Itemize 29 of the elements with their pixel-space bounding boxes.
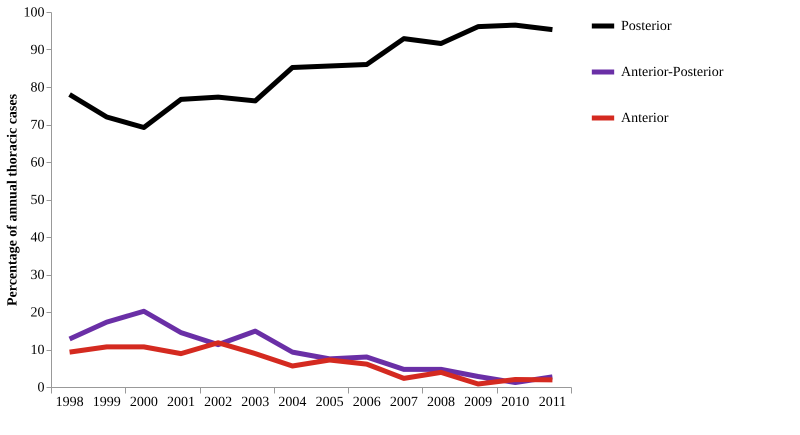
- x-tick-label: 2001: [167, 395, 195, 410]
- x-tick-label: 2007: [390, 395, 418, 410]
- y-tick-label: 70: [30, 118, 44, 133]
- legend-label: Anterior: [621, 111, 669, 126]
- legend-label: Posterior: [621, 19, 672, 34]
- x-tick-label: 2000: [130, 395, 158, 410]
- y-tick-label: 10: [30, 343, 44, 358]
- y-tick-label: 0: [38, 380, 44, 396]
- y-tick-label: 30: [30, 268, 44, 283]
- y-tick-label: 40: [30, 230, 44, 246]
- x-tick-label: 2008: [427, 395, 455, 410]
- x-tick-label: 2009: [464, 395, 492, 410]
- x-tick-label: 2004: [278, 395, 306, 410]
- y-tick-label: 20: [30, 306, 44, 320]
- y-tick-label: 50: [30, 193, 44, 208]
- x-tick-label: 2002: [204, 395, 232, 410]
- y-tick-label: 80: [30, 80, 44, 96]
- y-tick-label: 90: [30, 43, 44, 58]
- y-tick-label: 60: [30, 156, 44, 170]
- y-axis-title: Percentage of annual thoracic cases: [6, 93, 20, 306]
- y-tick-label: 100: [24, 6, 44, 20]
- x-tick-label: 2006: [352, 395, 381, 410]
- x-tick-label: 1999: [92, 395, 121, 410]
- x-tick-label: 2010: [501, 395, 530, 410]
- x-tick-label: 2003: [241, 395, 270, 410]
- x-tick-label: 2005: [316, 395, 344, 410]
- x-tick-label: 1998: [56, 395, 84, 410]
- legend-label: Anterior-Posterior: [621, 65, 724, 80]
- x-tick-label: 2011: [538, 395, 566, 410]
